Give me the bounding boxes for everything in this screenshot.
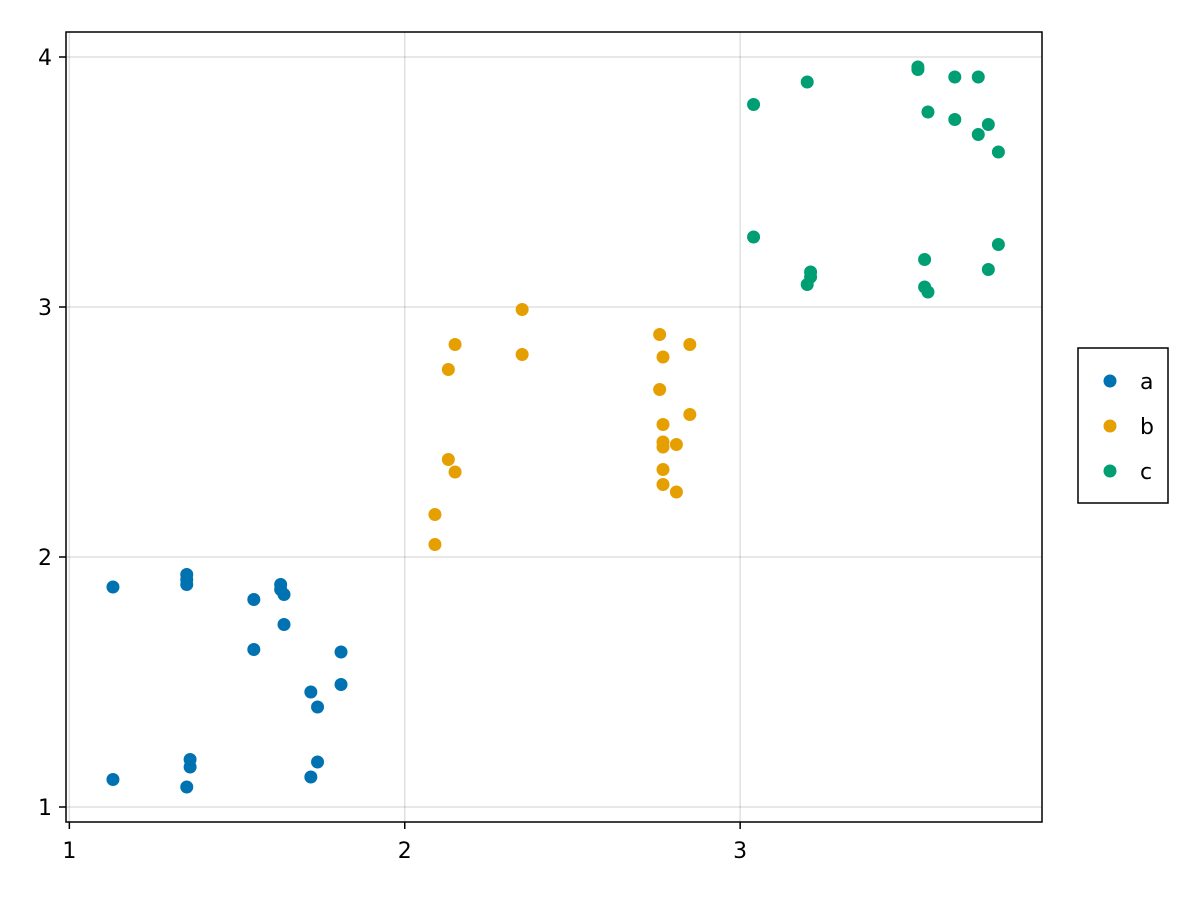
data-point-c (971, 70, 985, 84)
data-point-a (304, 770, 318, 784)
data-point-b (656, 418, 670, 431)
data-point-c (911, 63, 925, 76)
data-point-c (747, 98, 761, 111)
data-point-c (747, 230, 761, 244)
legend-label-c: c (1140, 460, 1152, 485)
data-point-c (981, 118, 995, 131)
data-point-a (334, 645, 348, 659)
legend-box (1077, 347, 1169, 504)
data-point-b (656, 463, 670, 476)
data-point-b (656, 440, 670, 454)
plot-frame (65, 31, 1043, 823)
data-point-b (428, 508, 442, 521)
data-point-b (515, 303, 529, 316)
data-point-c (971, 128, 985, 141)
data-point-c (918, 253, 932, 266)
data-point-b (683, 338, 697, 351)
x-tick-label: 1 (62, 839, 76, 864)
legend-label-a: a (1140, 370, 1153, 395)
legend-marker-a (1103, 374, 1117, 388)
data-point-c (991, 145, 1005, 159)
data-point-b (653, 383, 667, 396)
data-point-a (183, 760, 197, 774)
data-point-b (441, 363, 455, 376)
y-tick-label: 3 (38, 296, 52, 321)
grid-lines (66, 32, 1042, 822)
data-point-a (247, 643, 261, 656)
y-tick-label: 2 (38, 546, 52, 571)
data-point-c (991, 238, 1005, 251)
data-point-a (106, 580, 120, 594)
data-point-a (180, 780, 194, 794)
data-point-b (653, 328, 667, 341)
data-point-b (683, 408, 697, 421)
x-tick-label: 2 (398, 839, 412, 864)
data-point-c (948, 113, 962, 126)
axis-ticks: 1 2 3 1 2 3 4 (38, 46, 747, 864)
data-point-b (515, 348, 529, 361)
data-points (106, 60, 1005, 794)
data-point-b (669, 438, 683, 451)
data-point-c (804, 270, 818, 284)
data-point-c (921, 285, 935, 299)
data-point-b (448, 465, 462, 479)
data-point-c (800, 75, 814, 89)
x-tick-label: 3 (733, 839, 747, 864)
legend-marker-b (1103, 419, 1117, 433)
data-point-a (277, 618, 291, 631)
data-point-c (921, 105, 935, 119)
data-point-a (311, 700, 325, 714)
legend-label-b: b (1140, 415, 1154, 440)
data-point-c (981, 263, 995, 276)
data-point-c (948, 70, 962, 84)
data-point-a (247, 593, 261, 606)
data-point-a (304, 685, 318, 699)
legend: abc (1077, 347, 1169, 504)
data-point-b (656, 478, 670, 491)
data-point-b (656, 350, 670, 364)
y-tick-label: 1 (38, 796, 52, 821)
data-point-a (277, 588, 291, 601)
data-point-a (106, 773, 120, 786)
data-point-b (448, 338, 462, 351)
data-point-b (441, 453, 455, 466)
y-tick-label: 4 (38, 46, 52, 71)
legend-marker-c (1103, 464, 1117, 478)
data-point-a (180, 578, 194, 591)
data-point-b (428, 538, 442, 551)
data-point-a (334, 678, 348, 691)
data-point-a (311, 755, 325, 769)
data-point-b (669, 485, 683, 499)
